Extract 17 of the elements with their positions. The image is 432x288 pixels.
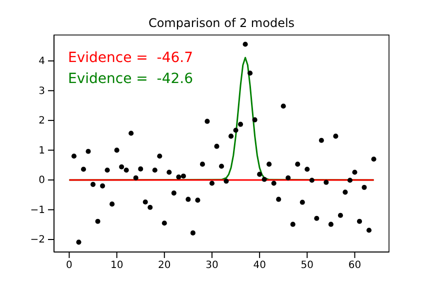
- y-tick-label: 3: [38, 86, 45, 97]
- annotation: Evidence = -42.6: [68, 71, 194, 87]
- y-tick-label: 0: [38, 175, 45, 186]
- chart-title: Comparison of 2 models: [148, 16, 295, 30]
- x-tick-label: 30: [206, 260, 218, 272]
- y-tick-label: 1: [38, 145, 45, 156]
- x-tick-label: 40: [253, 260, 266, 272]
- x-tick-label: 20: [158, 260, 171, 272]
- annotation: Evidence = -46.7: [68, 50, 194, 66]
- y-tick-label: −2: [30, 234, 45, 246]
- x-tick-label: 10: [110, 260, 124, 272]
- y-tick-label: 2: [38, 116, 45, 127]
- y-tick-label: −1: [30, 204, 45, 216]
- x-tick-label: 0: [66, 260, 72, 272]
- y-tick-label: 4: [38, 56, 45, 68]
- x-tick-label: 60: [348, 260, 362, 272]
- x-tick-label: 50: [300, 260, 314, 272]
